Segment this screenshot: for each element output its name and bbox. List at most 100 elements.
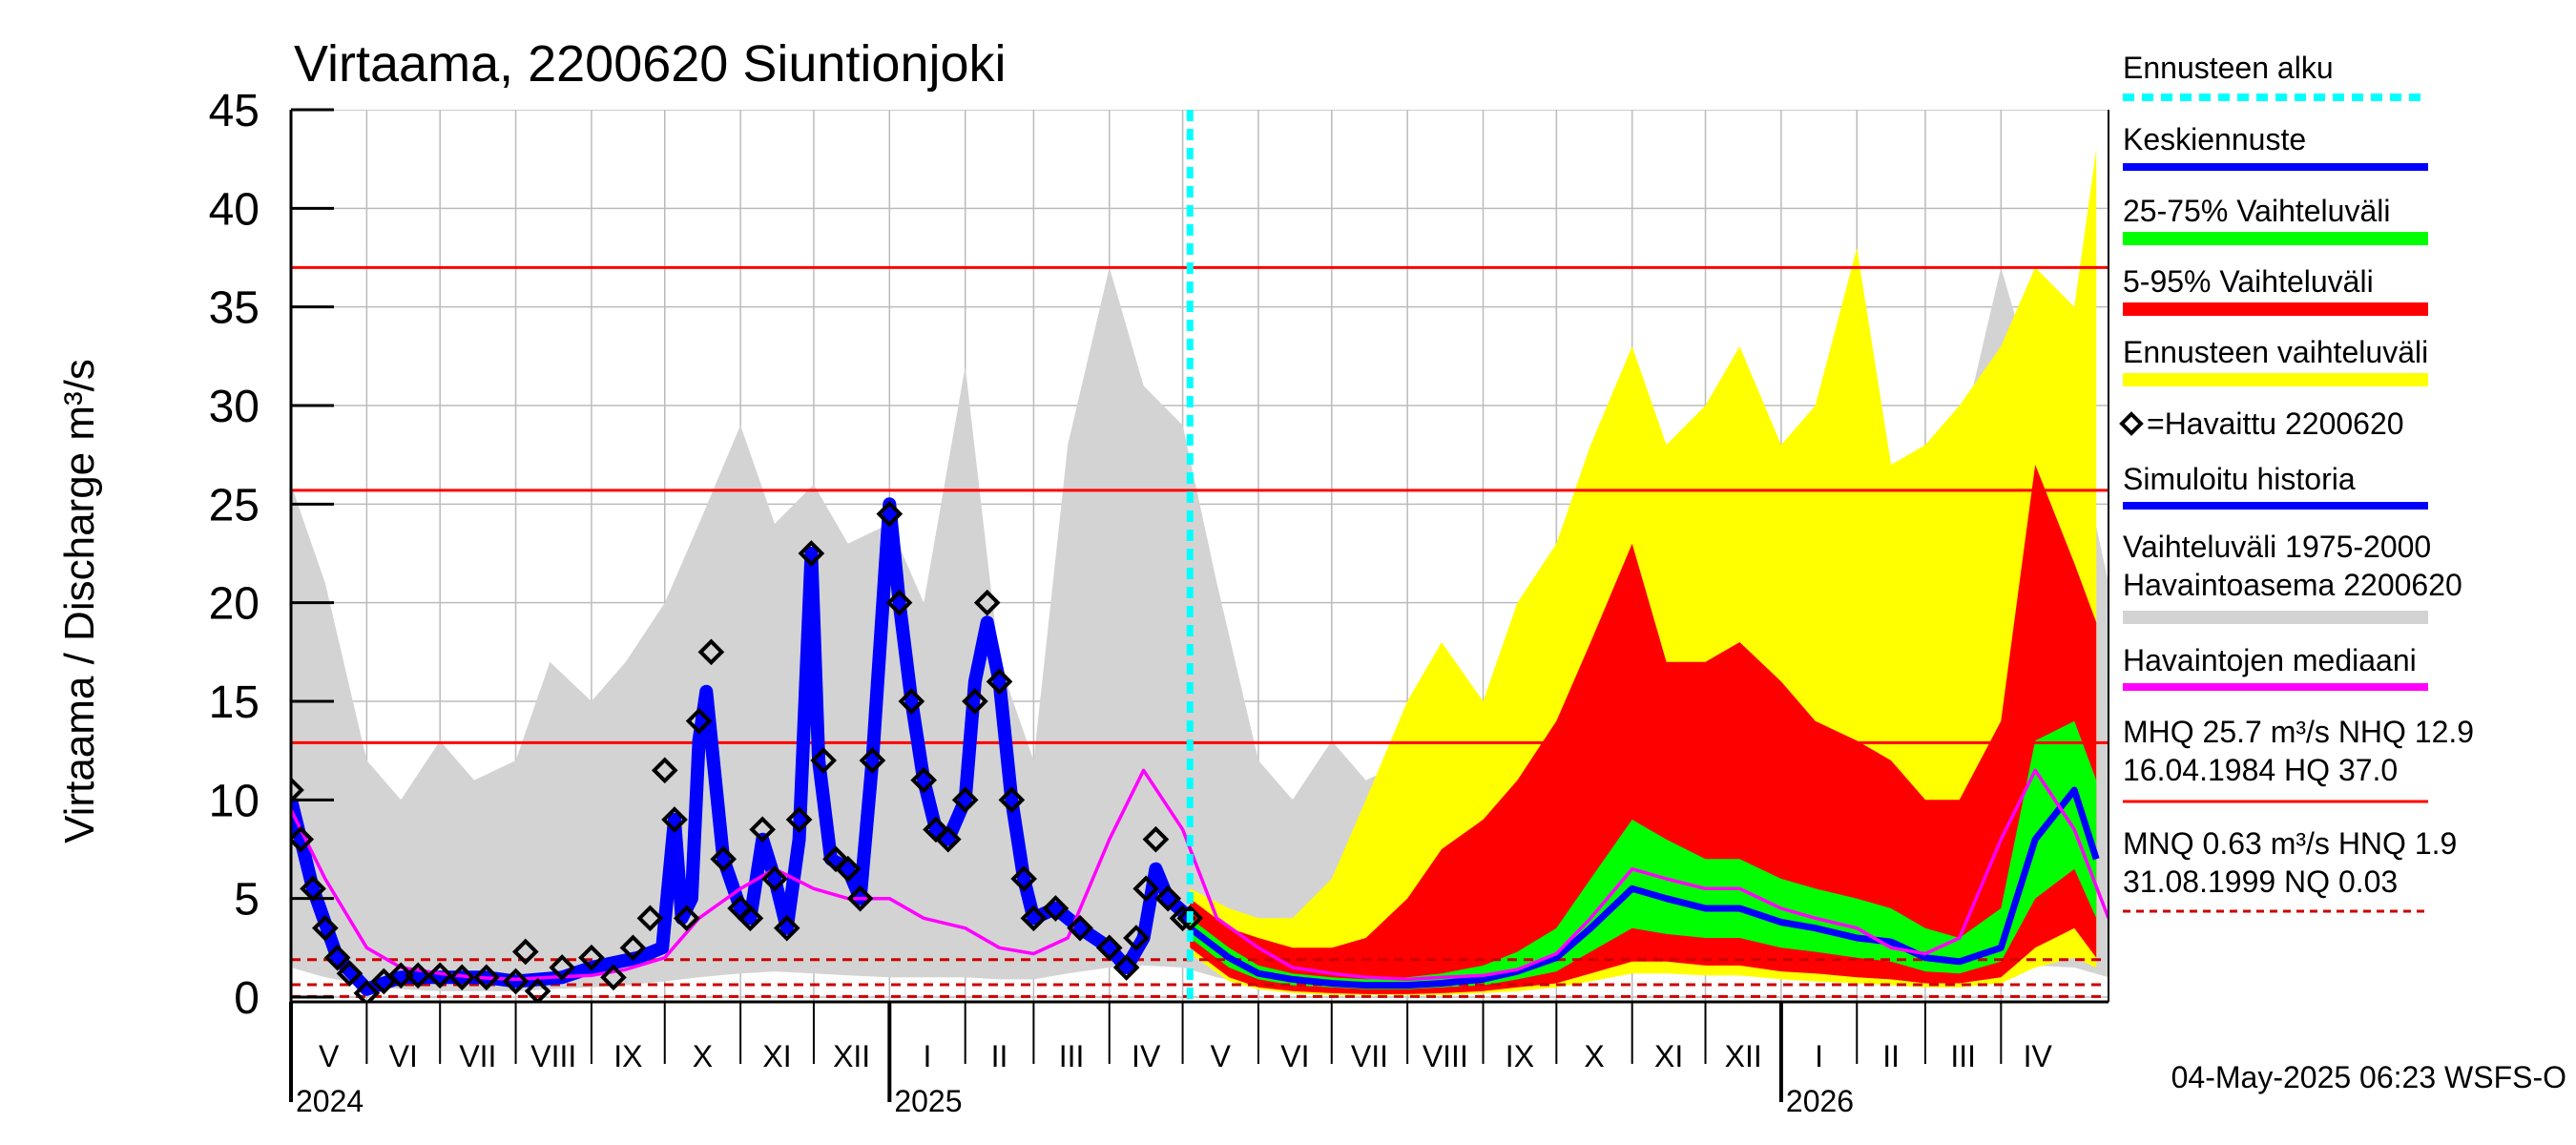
y-tick-label: 0 — [234, 973, 260, 1024]
plot-area — [291, 110, 2109, 1002]
legend-label-secondary: 31.08.1999 NQ 0.03 — [2123, 864, 2398, 899]
legend-label: Ennusteen alku — [2123, 51, 2334, 85]
observed-point — [353, 980, 381, 1002]
legend-label-secondary: Havaintoasema 2200620 — [2123, 568, 2462, 602]
forecast-mean-line — [1188, 786, 2100, 989]
observed-point — [323, 944, 351, 971]
observed-point — [986, 668, 1013, 696]
observed-point — [405, 962, 431, 989]
observed-point — [1020, 905, 1048, 932]
simulated-history-line — [291, 497, 1195, 996]
month-label: IX — [613, 1039, 642, 1073]
month-label: VII — [1351, 1039, 1388, 1073]
observed-point — [549, 954, 576, 981]
month-label: I — [924, 1039, 932, 1073]
month-label: II — [1882, 1039, 1900, 1073]
observed-point — [710, 845, 737, 873]
observed-point — [473, 964, 500, 991]
p5-95-band — [1190, 465, 2097, 994]
observed-point — [749, 816, 777, 843]
month-label: VI — [1280, 1039, 1309, 1073]
observed-point — [448, 964, 476, 991]
observed-point — [619, 934, 647, 962]
observed-point — [973, 589, 1001, 616]
chart-title: Virtaama, 2200620 Siuntionjoki — [294, 35, 1007, 93]
observed-point — [773, 914, 800, 942]
observed-point — [511, 938, 539, 966]
observed-point — [661, 806, 688, 833]
legend-label: Ennusteen vaihteluväli — [2123, 335, 2428, 369]
observed-point — [1010, 865, 1037, 892]
y-tick-label: 10 — [209, 776, 260, 826]
p25-75-band — [1190, 720, 2097, 989]
month-label: III — [1950, 1039, 1976, 1073]
month-label: IX — [1506, 1039, 1534, 1073]
observed-point — [1123, 925, 1150, 951]
observed-point — [1095, 934, 1123, 962]
legend-label: =Havaittu 2200620 — [2147, 406, 2404, 441]
legend-label: 5-95% Vaihteluväli — [2123, 264, 2374, 299]
year-label: 2024 — [296, 1084, 364, 1118]
y-tick-label: 5 — [234, 875, 260, 926]
y-tick-label: 35 — [209, 283, 260, 334]
y-tick-label: 25 — [209, 480, 260, 531]
y-axis-label: Virtaama / Discharge m³/s — [56, 359, 103, 843]
observed-point — [1112, 954, 1140, 981]
legend-swatch-marker — [2119, 411, 2144, 436]
observed-point — [1042, 895, 1070, 922]
observed-point — [846, 885, 874, 912]
y-tick-label: 30 — [209, 382, 260, 432]
observed-point — [798, 540, 825, 567]
observed-point — [600, 964, 627, 991]
legend-label: Simuloitu historia — [2123, 462, 2356, 496]
month-label: VI — [389, 1039, 418, 1073]
observed-point — [578, 944, 605, 971]
observed-point — [962, 688, 988, 715]
month-label: V — [1211, 1039, 1232, 1073]
year-label: 2026 — [1786, 1084, 1854, 1118]
legend-label: Keskiennuste — [2123, 122, 2306, 156]
y-tick-label: 45 — [209, 86, 260, 136]
observed-point — [761, 865, 788, 892]
month-label: VII — [459, 1039, 496, 1073]
observed-point — [951, 786, 979, 814]
observed-point — [1142, 825, 1170, 853]
month-label: II — [991, 1039, 1008, 1073]
month-label: XI — [762, 1039, 791, 1073]
observed-point — [885, 589, 913, 616]
month-label: IV — [1132, 1039, 1161, 1073]
year-label: 2025 — [894, 1084, 962, 1118]
month-label: XII — [1725, 1039, 1762, 1073]
observed-point — [876, 500, 904, 528]
observed-point — [834, 855, 862, 883]
observed-point — [1154, 885, 1182, 912]
month-label: VIII — [530, 1039, 576, 1073]
observed-point — [502, 968, 530, 995]
observation-median-line — [291, 768, 2109, 982]
observed-point — [291, 825, 315, 853]
observed-point — [1067, 914, 1093, 942]
legend-label: MHQ 25.7 m³/s NHQ 12.9 — [2123, 715, 2474, 749]
observed-point — [336, 960, 364, 988]
legend-label: Vaihteluväli 1975-2000 — [2123, 530, 2431, 564]
month-label: X — [693, 1039, 713, 1073]
observed-point — [697, 638, 725, 666]
observed-point — [785, 806, 813, 833]
observed-point — [291, 777, 304, 803]
legend: Ennusteen alku Keskiennuste 25-75% Vaihtel… — [2119, 51, 2474, 913]
observed-point — [1132, 875, 1159, 903]
observed-point — [387, 962, 415, 989]
observed-point — [312, 914, 339, 942]
month-label: X — [1584, 1039, 1604, 1073]
month-label: V — [319, 1039, 340, 1073]
observed-point — [910, 766, 937, 794]
observed-point — [1176, 905, 1204, 932]
month-label: IV — [2024, 1039, 2053, 1073]
observed-point — [859, 747, 886, 774]
observed-point — [636, 905, 664, 932]
observed-point — [651, 757, 678, 784]
observed-point — [426, 962, 454, 989]
observed-point — [737, 905, 764, 932]
legend-label: 25-75% Vaihteluväli — [2123, 194, 2390, 228]
